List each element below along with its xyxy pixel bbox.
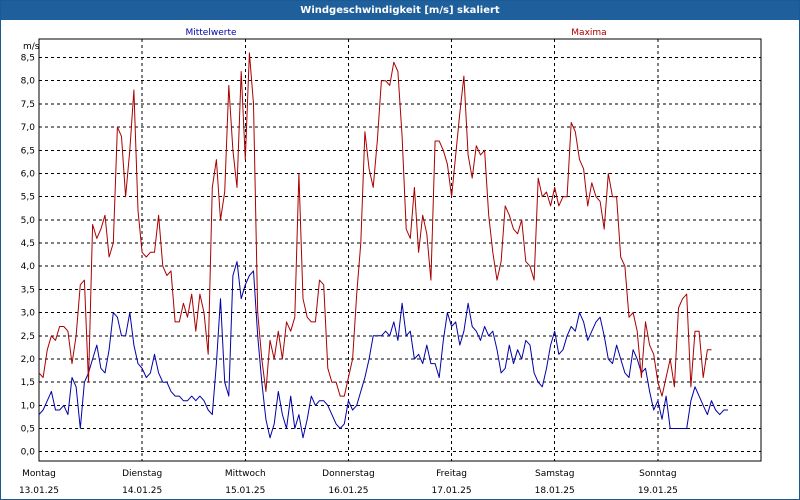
x-tick-date: 13.01.25: [19, 486, 59, 496]
x-axis: Montag 13.01.25 Dienstag 14.01.25 Mittwoch 15…: [19, 469, 678, 496]
y-tick-label: 0,5: [21, 425, 35, 435]
y-tick-label: 2,5: [21, 332, 35, 342]
chart-title: Windgeschwindigkeit [m/s] skaliert: [1, 1, 799, 20]
y-tick-label: 8,5: [21, 54, 35, 64]
x-tick-weekday: Freitag: [436, 469, 467, 479]
y-tick-label: 1,0: [21, 401, 36, 411]
series-line-mittelwerte: [38, 261, 728, 439]
x-tick-weekday: Mittwoch: [225, 469, 266, 479]
x-tick-date: 15.01.25: [225, 486, 265, 496]
x-tick-date: 16.01.25: [328, 486, 368, 496]
x-tick-weekday: Donnerstag: [322, 469, 375, 479]
series-line-maxima: [38, 52, 712, 397]
y-tick-label: 6,5: [21, 146, 35, 156]
y-axis-label: m/s: [23, 42, 40, 52]
y-tick-label: 1,5: [21, 378, 35, 388]
y-tick-label: 3,5: [21, 285, 35, 295]
y-tick-label: 4,0: [21, 262, 36, 272]
y-tick-label: 0,0: [21, 448, 36, 458]
x-tick-weekday: Dienstag: [122, 469, 162, 479]
y-tick-label: 4,5: [21, 239, 35, 249]
y-tick-label: 2,0: [21, 355, 36, 365]
x-tick-date: 18.01.25: [535, 486, 575, 496]
y-tick-label: 5,0: [21, 216, 36, 226]
grid-lines: [39, 39, 761, 461]
y-tick-label: 5,5: [21, 193, 35, 203]
series-lines: [38, 52, 728, 439]
x-tick-date: 14.01.25: [122, 486, 162, 496]
y-tick-label: 8,0: [21, 77, 36, 87]
wind-speed-chart: 0,0 0,5 1,0 1,5 2,0 2,5 3,0 3,5 4,0 4,5 5,0 5,5 6,0 6…: [19, 28, 762, 496]
legend-maxima: Maxima: [571, 28, 606, 38]
x-tick-weekday: Samstag: [535, 469, 574, 479]
x-tick-date: 19.01.25: [638, 486, 678, 496]
x-tick-weekday: Montag: [22, 469, 56, 479]
y-tick-label: 6,0: [21, 169, 36, 179]
y-tick-label: 7,0: [21, 123, 36, 133]
y-tick-label: 3,0: [21, 309, 36, 319]
y-axis: 0,0 0,5 1,0 1,5 2,0 2,5 3,0 3,5 4,0 4,5 5,0 5,5 6,0 6…: [21, 54, 36, 458]
x-tick-date: 17.01.25: [432, 486, 472, 496]
legend-mittelwerte: Mittelwerte: [185, 28, 236, 38]
x-tick-weekday: Sonntag: [639, 469, 676, 479]
y-tick-label: 7,5: [21, 100, 35, 110]
